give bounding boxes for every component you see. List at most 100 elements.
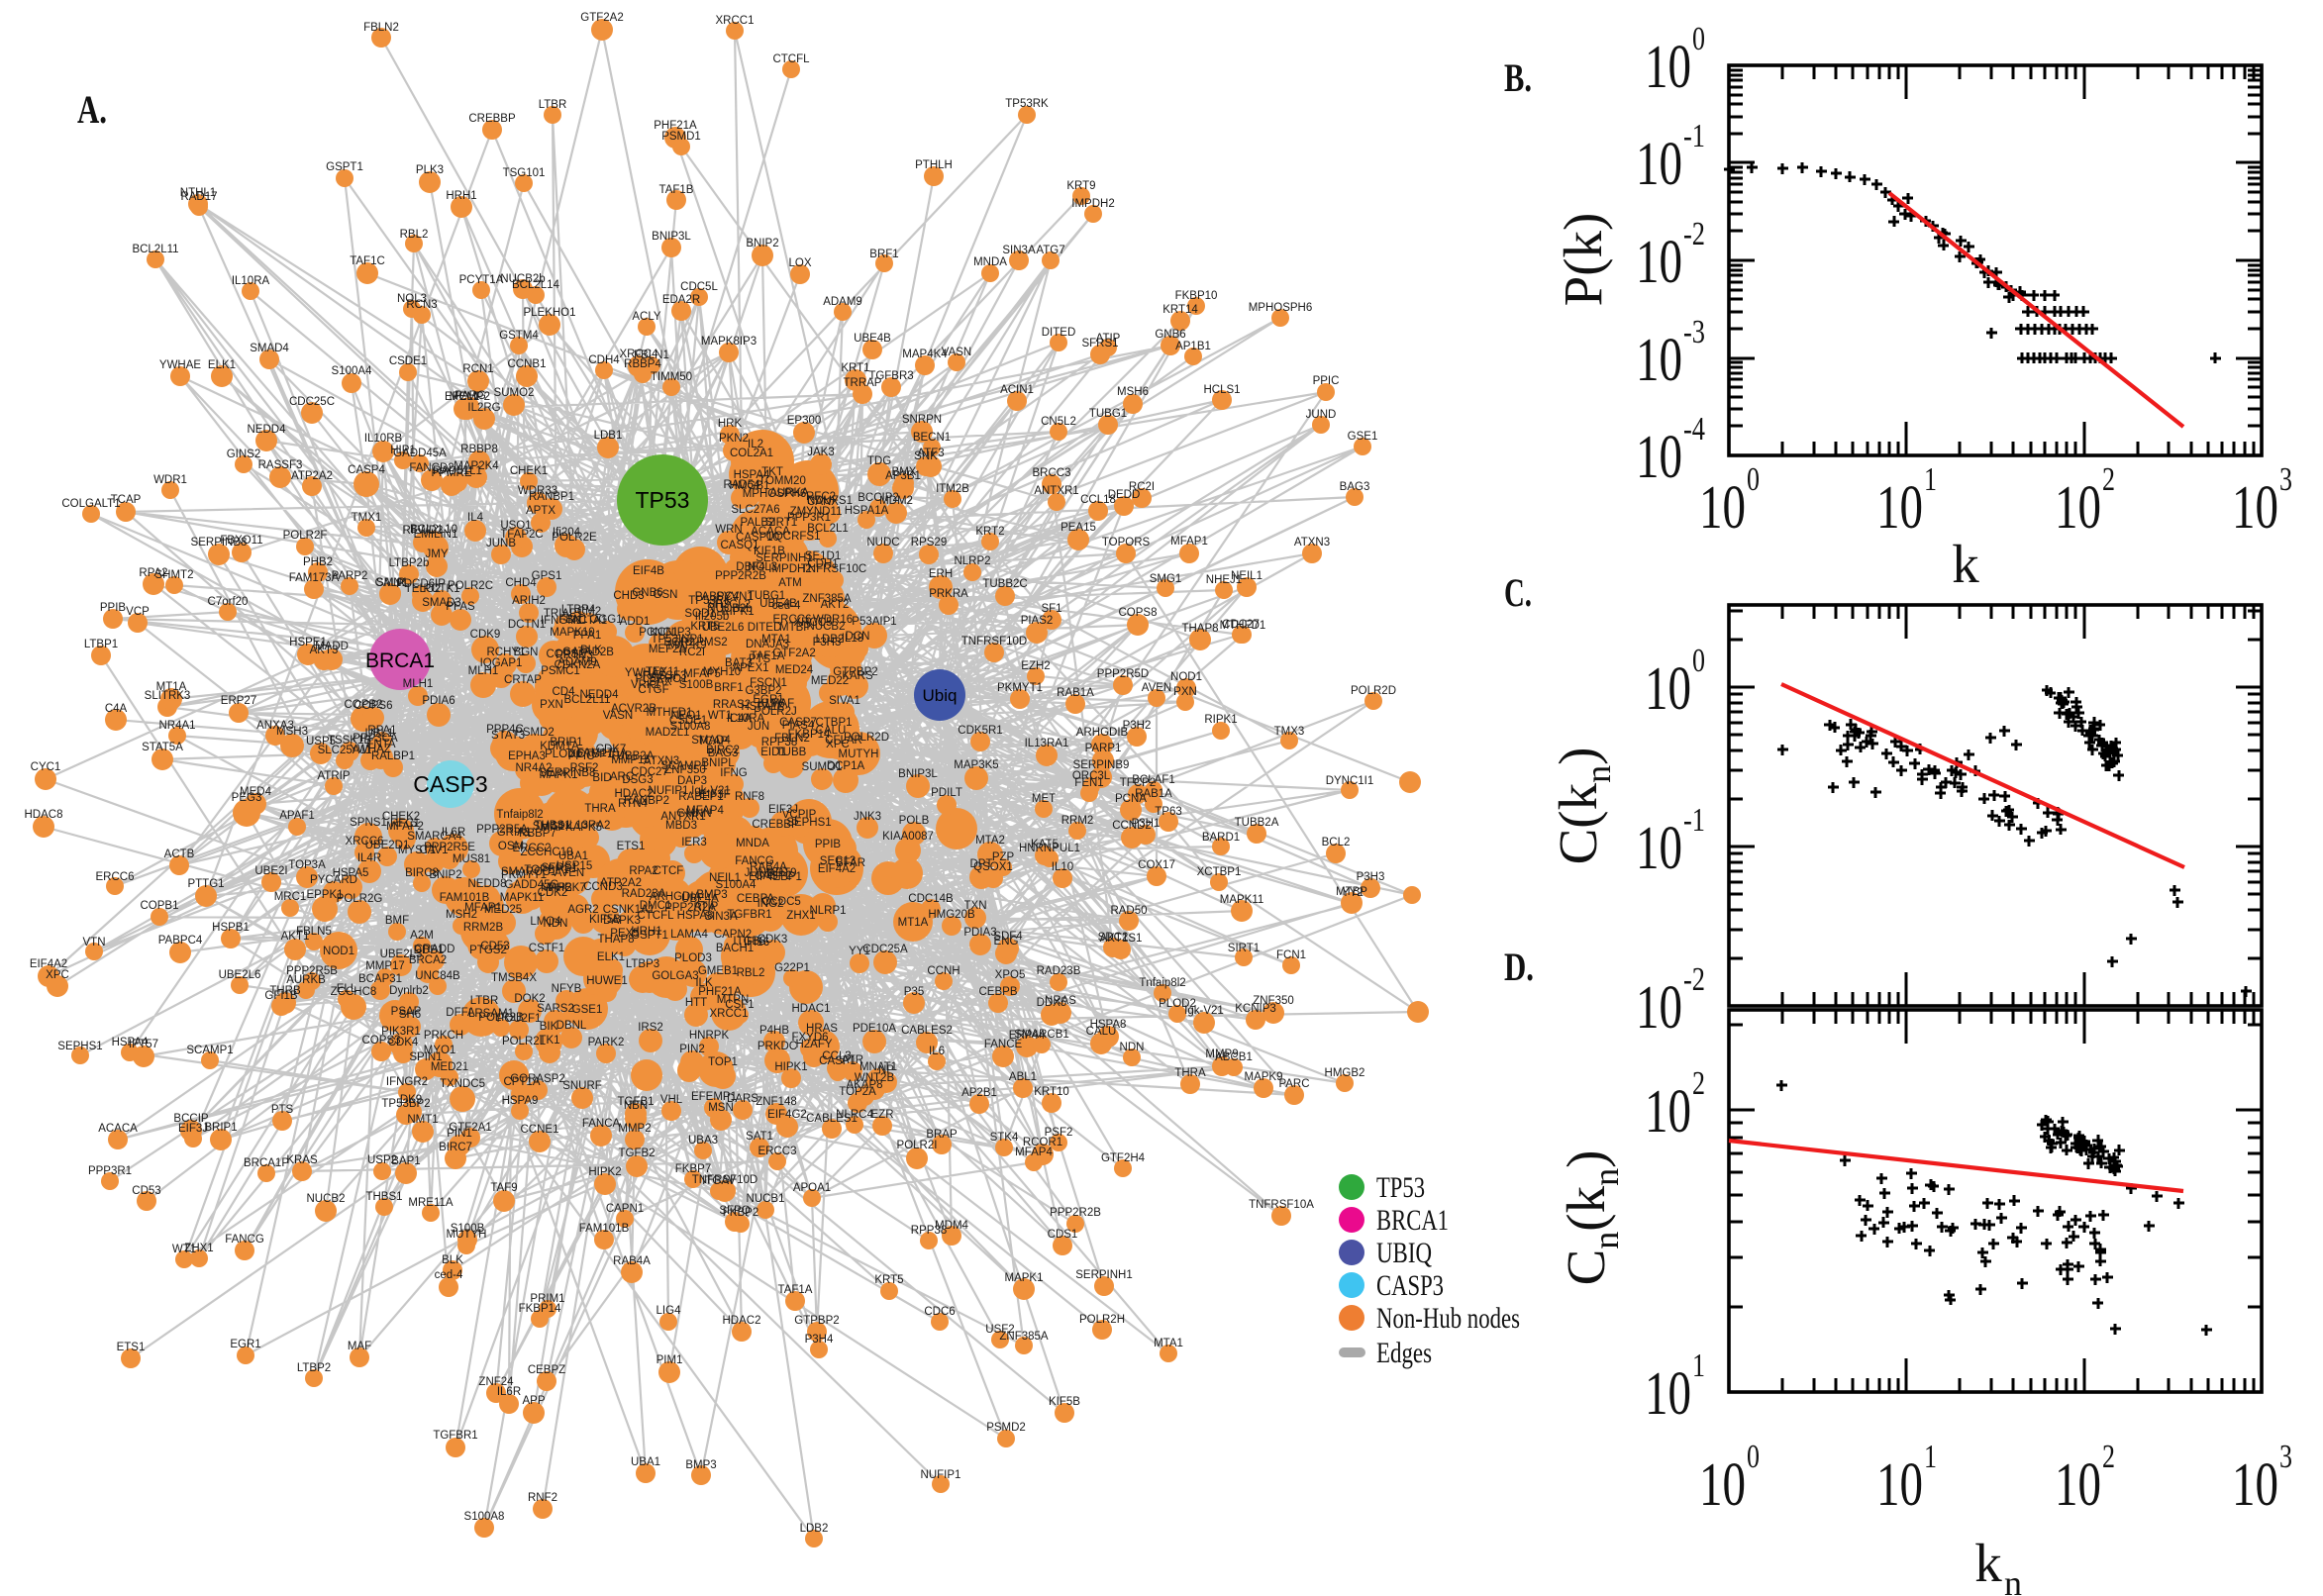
svg-text:IMPDH2: IMPDH2 bbox=[1071, 198, 1114, 210]
svg-text:MMP9: MMP9 bbox=[1205, 1048, 1238, 1060]
svg-text:GSE1: GSE1 bbox=[572, 1004, 603, 1016]
svg-text:GMEB1: GMEB1 bbox=[698, 965, 738, 977]
svg-text:PLOD1: PLOD1 bbox=[545, 748, 582, 760]
svg-text:PTHLH: PTHLH bbox=[915, 159, 953, 171]
svg-text:BMF: BMF bbox=[385, 915, 409, 927]
svg-text:XPC: XPC bbox=[826, 739, 850, 750]
svg-text:HMGB1: HMGB1 bbox=[730, 480, 770, 492]
svg-text:AURKB: AURKB bbox=[286, 974, 326, 986]
svg-text:PARP2: PARP2 bbox=[332, 570, 368, 582]
svg-text:SUMO2: SUMO2 bbox=[494, 387, 535, 399]
svg-text:EZH2: EZH2 bbox=[1021, 660, 1050, 672]
svg-text:POLR2L: POLR2L bbox=[502, 1036, 547, 1047]
svg-text:VCP: VCP bbox=[126, 606, 150, 618]
svg-text:HCLS1: HCLS1 bbox=[1203, 384, 1240, 396]
svg-text:1: 1 bbox=[1692, 1347, 1705, 1384]
svg-text:KRT9: KRT9 bbox=[767, 867, 796, 879]
svg-text:AKT1S1: AKT1S1 bbox=[1100, 933, 1143, 945]
svg-text:BRCC3: BRCC3 bbox=[1033, 467, 1071, 479]
svg-text:10: 10 bbox=[1876, 1451, 1923, 1519]
svg-text:PLOD3: PLOD3 bbox=[674, 952, 712, 964]
svg-text:BID: BID bbox=[592, 772, 611, 784]
svg-text:XRCC6: XRCC6 bbox=[346, 836, 384, 848]
svg-text:TGFBR1: TGFBR1 bbox=[433, 1430, 477, 1442]
svg-text:RBL2: RBL2 bbox=[737, 967, 765, 979]
svg-text:HRAS: HRAS bbox=[806, 1023, 838, 1035]
svg-text:P3H4: P3H4 bbox=[805, 1334, 834, 1346]
svg-text:10: 10 bbox=[1645, 655, 1691, 723]
svg-text:THBS1: THBS1 bbox=[365, 1191, 402, 1203]
svg-text:TNFRSF10D: TNFRSF10D bbox=[961, 636, 1027, 648]
svg-text:MFAP4: MFAP4 bbox=[1015, 1147, 1053, 1158]
svg-text:IL4: IL4 bbox=[467, 512, 484, 524]
svg-text:PRTN3: PRTN3 bbox=[556, 649, 593, 661]
svg-text:CAV1: CAV1 bbox=[419, 845, 448, 856]
svg-text:GTF2A1: GTF2A1 bbox=[449, 1122, 491, 1134]
svg-text:BAX: BAX bbox=[649, 676, 671, 688]
svg-text:IQGAP1: IQGAP1 bbox=[480, 657, 523, 669]
svg-text:SFPQ: SFPQ bbox=[719, 1205, 750, 1217]
svg-text:BCL2: BCL2 bbox=[1322, 837, 1351, 848]
svg-text:FANCD2: FANCD2 bbox=[409, 462, 454, 474]
svg-text:SIVA1: SIVA1 bbox=[829, 695, 860, 707]
svg-text:ATF3: ATF3 bbox=[917, 448, 944, 459]
svg-text:GTPBP2: GTPBP2 bbox=[833, 666, 877, 678]
svg-text:JNK3: JNK3 bbox=[854, 811, 881, 823]
svg-text:PDILT: PDILT bbox=[931, 787, 962, 799]
svg-text:ATP2A2: ATP2A2 bbox=[291, 470, 333, 482]
svg-text:UBE2I: UBE2I bbox=[254, 865, 287, 877]
svg-text:10: 10 bbox=[1699, 1451, 1746, 1519]
svg-text:HNRNPUL1: HNRNPUL1 bbox=[1019, 843, 1080, 854]
svg-text:TP53BP2: TP53BP2 bbox=[381, 1098, 430, 1110]
svg-text:A.: A. bbox=[77, 87, 107, 132]
svg-text:SLITRK3: SLITRK3 bbox=[145, 690, 191, 702]
svg-text:BARD1: BARD1 bbox=[1202, 832, 1240, 844]
svg-text:UBE2L6: UBE2L6 bbox=[219, 969, 261, 981]
svg-text:CASP1: CASP1 bbox=[819, 1055, 857, 1067]
svg-text:RPS29: RPS29 bbox=[911, 537, 947, 549]
svg-text:C4A: C4A bbox=[730, 713, 753, 725]
svg-text:FAM173A: FAM173A bbox=[289, 572, 340, 584]
svg-text:SYVN1: SYVN1 bbox=[716, 591, 754, 603]
svg-text:ITGAV: ITGAV bbox=[702, 1175, 736, 1187]
svg-text:COPS8: COPS8 bbox=[1119, 607, 1158, 619]
svg-text:ITGB8: ITGB8 bbox=[733, 936, 765, 948]
svg-text:NRAS: NRAS bbox=[1045, 995, 1076, 1007]
svg-text:Edges: Edges bbox=[1376, 1337, 1432, 1369]
svg-text:TK1: TK1 bbox=[539, 1035, 559, 1047]
svg-text:P35: P35 bbox=[904, 986, 924, 998]
svg-text:HRH1: HRH1 bbox=[631, 926, 661, 938]
svg-text:POLR2E: POLR2E bbox=[552, 532, 597, 544]
svg-text:BCLAF1: BCLAF1 bbox=[1132, 774, 1174, 786]
svg-text:PSMD2: PSMD2 bbox=[986, 1422, 1026, 1434]
svg-text:IL6R: IL6R bbox=[442, 827, 465, 839]
svg-text:COLGALT1: COLGALT1 bbox=[61, 498, 120, 510]
svg-text:RPP38: RPP38 bbox=[911, 1225, 947, 1237]
svg-text:S100A4: S100A4 bbox=[332, 365, 373, 377]
svg-text:ACIN1: ACIN1 bbox=[1000, 384, 1034, 396]
svg-text:CN5L2: CN5L2 bbox=[1041, 416, 1076, 428]
svg-text:KCNIP3: KCNIP3 bbox=[1235, 1003, 1276, 1015]
svg-text:UBA1: UBA1 bbox=[631, 1456, 660, 1468]
svg-text:EIF3F: EIF3F bbox=[699, 789, 730, 801]
svg-text:PCNG1: PCNG1 bbox=[639, 627, 678, 639]
svg-text:EIF4G2: EIF4G2 bbox=[767, 1109, 807, 1121]
svg-text:2: 2 bbox=[2102, 1439, 2115, 1475]
svg-text:FKBP14: FKBP14 bbox=[519, 1303, 561, 1315]
svg-text:PPIC: PPIC bbox=[568, 750, 595, 762]
svg-text:MAD2L1: MAD2L1 bbox=[646, 727, 690, 739]
svg-text:CTCF: CTCF bbox=[654, 865, 684, 877]
svg-text:MFAP1: MFAP1 bbox=[1170, 536, 1208, 548]
svg-text:XRCC1: XRCC1 bbox=[710, 1008, 749, 1020]
svg-text:RFC1: RFC1 bbox=[390, 818, 420, 830]
svg-text:PSF2: PSF2 bbox=[1045, 1127, 1073, 1139]
svg-text:MAPK1: MAPK1 bbox=[1005, 1272, 1044, 1284]
svg-text:RNF2: RNF2 bbox=[528, 1492, 557, 1504]
svg-text:POLR2B: POLR2B bbox=[478, 1012, 524, 1024]
svg-text:MYO1: MYO1 bbox=[424, 1045, 456, 1056]
svg-text:CASP2: CASP2 bbox=[755, 870, 792, 882]
svg-text:BCL2L10: BCL2L10 bbox=[410, 524, 457, 536]
svg-text:CFLAR: CFLAR bbox=[825, 735, 862, 747]
svg-text:THRA: THRA bbox=[1174, 1067, 1206, 1079]
svg-text:EPPK1: EPPK1 bbox=[306, 889, 343, 901]
